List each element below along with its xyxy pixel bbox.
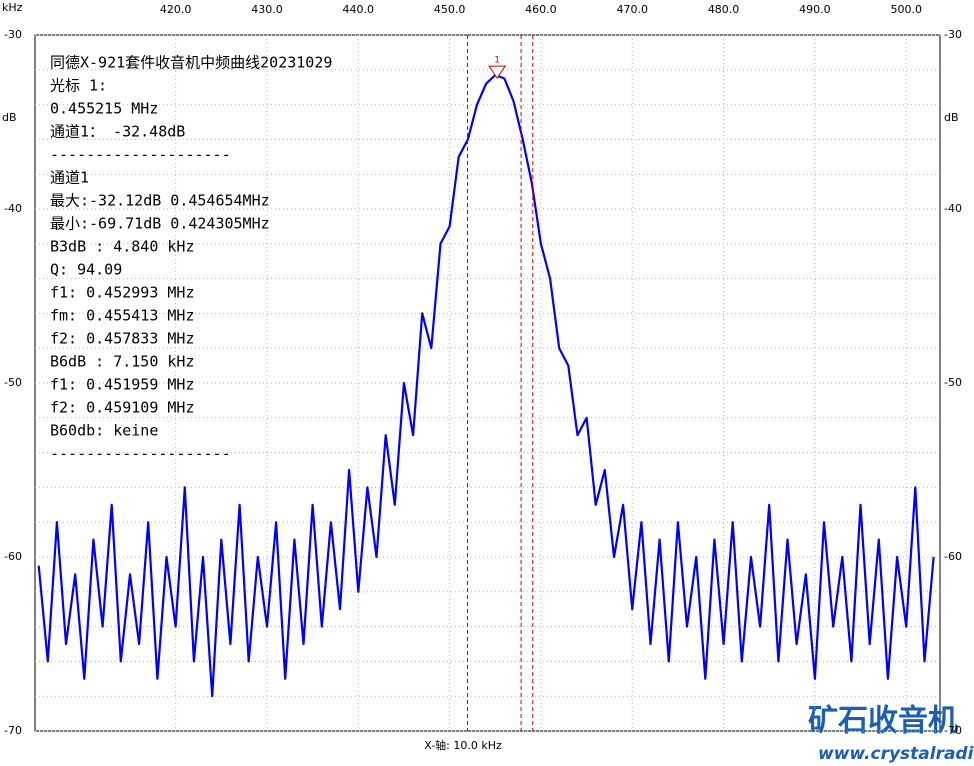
x-tick-label: 480.0	[708, 3, 740, 16]
y-tick-label-right: -30	[944, 28, 962, 41]
info-line: 通道1	[50, 169, 89, 187]
y-tick-label-right: -70	[944, 724, 962, 737]
info-line: f2: 0.459109 MHz	[50, 399, 195, 417]
cursor-label: 1	[494, 56, 500, 66]
y-label-left: dB	[2, 111, 17, 124]
x-label: X-轴: 10.0 kHz	[424, 738, 502, 752]
info-line: 最小:-69.71dB 0.424305MHz	[50, 215, 270, 233]
response-curve	[37, 73, 935, 698]
x-tick-label: 420.0	[160, 3, 192, 16]
info-line: f1: 0.451959 MHz	[50, 376, 195, 394]
info-line: Q: 94.09	[50, 261, 122, 279]
x-tick-label: 460.0	[525, 3, 557, 16]
info-line: 通道1： -32.48dB	[50, 123, 185, 141]
info-line: 0.455215 MHz	[50, 100, 158, 118]
info-line: fm: 0.455413 MHz	[50, 307, 195, 325]
x-tick-label: 440.0	[343, 3, 375, 16]
y-tick-label-left: -30	[4, 28, 22, 41]
x-tick-label: 490.0	[799, 3, 831, 16]
y-tick-label-left: -60	[4, 550, 22, 563]
x-unit: kHz	[2, 1, 23, 14]
watermark-logo: 矿石收音机	[808, 704, 958, 739]
watermark-url: www.crystalradio.cn	[818, 744, 974, 764]
info-line: f2: 0.457833 MHz	[50, 330, 195, 348]
y-tick-label-left: -50	[4, 376, 22, 389]
y-tick-label-right: -50	[944, 376, 962, 389]
x-tick-label: 470.0	[616, 3, 648, 16]
x-tick-label: 500.0	[890, 3, 922, 16]
y-tick-label-right: -40	[944, 202, 962, 215]
y-tick-label-left: -40	[4, 202, 22, 215]
x-tick-label: 430.0	[251, 3, 283, 16]
info-line: 光标 1:	[50, 77, 107, 95]
x-tick-label: 450.0	[434, 3, 466, 16]
y-tick-label-right: -60	[944, 550, 962, 563]
info-line: f1: 0.452993 MHz	[50, 284, 195, 302]
info-line: B60db: keine	[50, 422, 158, 440]
y-tick-label-left: -70	[4, 724, 22, 737]
info-line: --------------------	[50, 445, 231, 463]
info-line: --------------------	[50, 146, 231, 164]
info-line: B3dB : 4.840 kHz	[50, 238, 195, 256]
cursor-marker	[488, 65, 507, 80]
info-title: 同德X-921套件收音机中频曲线20231029	[50, 54, 332, 72]
info-line: 最大:-32.12dB 0.454654MHz	[50, 192, 270, 210]
y-label-right: dB	[944, 111, 959, 124]
info-line: B6dB : 7.150 kHz	[50, 353, 195, 371]
